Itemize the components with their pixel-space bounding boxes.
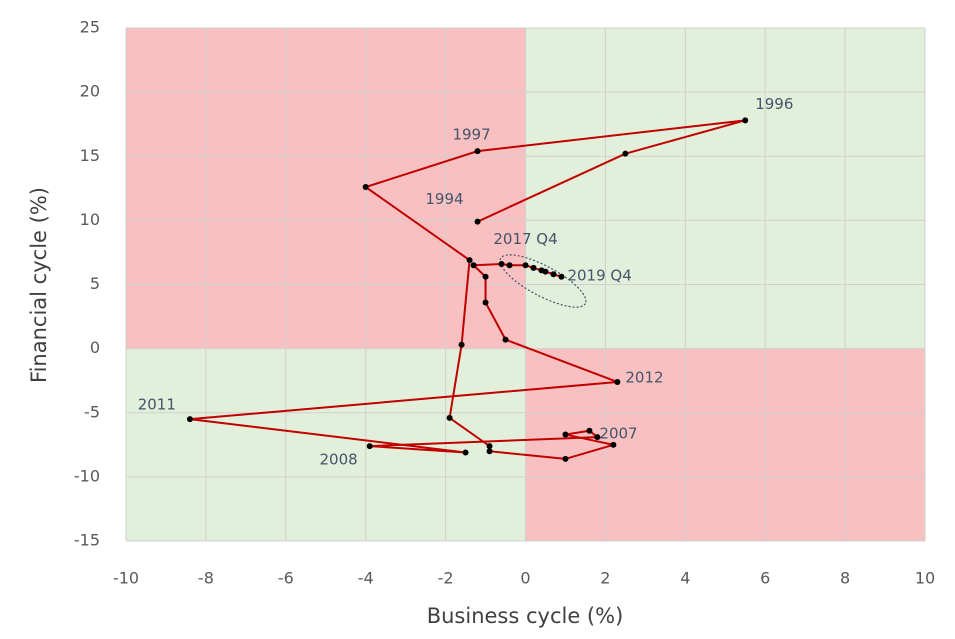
marker — [742, 117, 749, 124]
marker — [458, 341, 465, 348]
y-tick-label: -5 — [84, 402, 100, 421]
y-tick-label: -10 — [74, 466, 100, 485]
quadrant — [126, 348, 526, 541]
marker — [362, 184, 369, 191]
point-label: 2019 Q4 — [567, 266, 631, 284]
marker — [562, 431, 569, 438]
marker — [542, 268, 549, 275]
marker — [366, 443, 373, 450]
point-label: 2012 — [625, 368, 663, 386]
marker — [186, 416, 193, 423]
marker — [486, 443, 493, 450]
marker — [610, 441, 617, 448]
y-tick-label: 0 — [90, 338, 100, 357]
point-label: 2008 — [320, 451, 358, 469]
marker — [614, 378, 621, 385]
marker — [558, 273, 565, 280]
y-tick-label: -15 — [74, 531, 100, 550]
x-tick-label: -4 — [358, 569, 374, 588]
marker — [522, 262, 529, 269]
y-tick-label: 5 — [90, 274, 100, 293]
y-tick-label: 25 — [80, 18, 100, 37]
x-tick-label: 8 — [840, 569, 850, 588]
marker — [506, 262, 513, 269]
point-label: 2017 Q4 — [493, 230, 557, 248]
marker — [446, 414, 453, 421]
marker — [474, 148, 481, 155]
highlight-ellipse — [499, 254, 587, 308]
point-label: 2007 — [599, 425, 637, 443]
marker — [594, 434, 601, 441]
quadrant — [525, 28, 925, 349]
x-axis-title: Business cycle (%) — [427, 604, 624, 628]
marker — [562, 455, 569, 462]
x-tick-label: 10 — [915, 569, 935, 588]
x-tick-label: 0 — [520, 569, 530, 588]
point-label: 1996 — [755, 95, 793, 113]
y-tick-label: 15 — [80, 146, 100, 165]
x-tick-label: 4 — [680, 569, 690, 588]
marker — [502, 336, 509, 343]
y-tick-label: 10 — [80, 210, 100, 229]
marker — [622, 150, 629, 157]
marker — [498, 260, 505, 267]
point-label: 1997 — [452, 126, 490, 144]
marker — [486, 448, 493, 455]
point-label: 1994 — [425, 190, 463, 208]
x-tick-label: -2 — [438, 569, 454, 588]
marker — [466, 257, 473, 264]
x-tick-label: -6 — [278, 569, 294, 588]
x-tick-label: -10 — [113, 569, 139, 588]
marker — [482, 299, 489, 306]
quadrant — [525, 348, 925, 541]
x-tick-label: -8 — [198, 569, 214, 588]
marker — [474, 218, 481, 225]
point-label: 2011 — [138, 396, 176, 414]
x-tick-label: 6 — [760, 569, 770, 588]
marker — [586, 427, 593, 434]
marker — [482, 273, 489, 280]
marker — [462, 449, 469, 456]
marker — [470, 262, 477, 269]
x-tick-label: 2 — [600, 569, 610, 588]
y-axis-title: Financial cycle (%) — [27, 187, 51, 383]
marker — [550, 271, 557, 278]
y-tick-label: 20 — [80, 82, 100, 101]
marker — [530, 264, 537, 271]
quadrant — [126, 28, 526, 349]
